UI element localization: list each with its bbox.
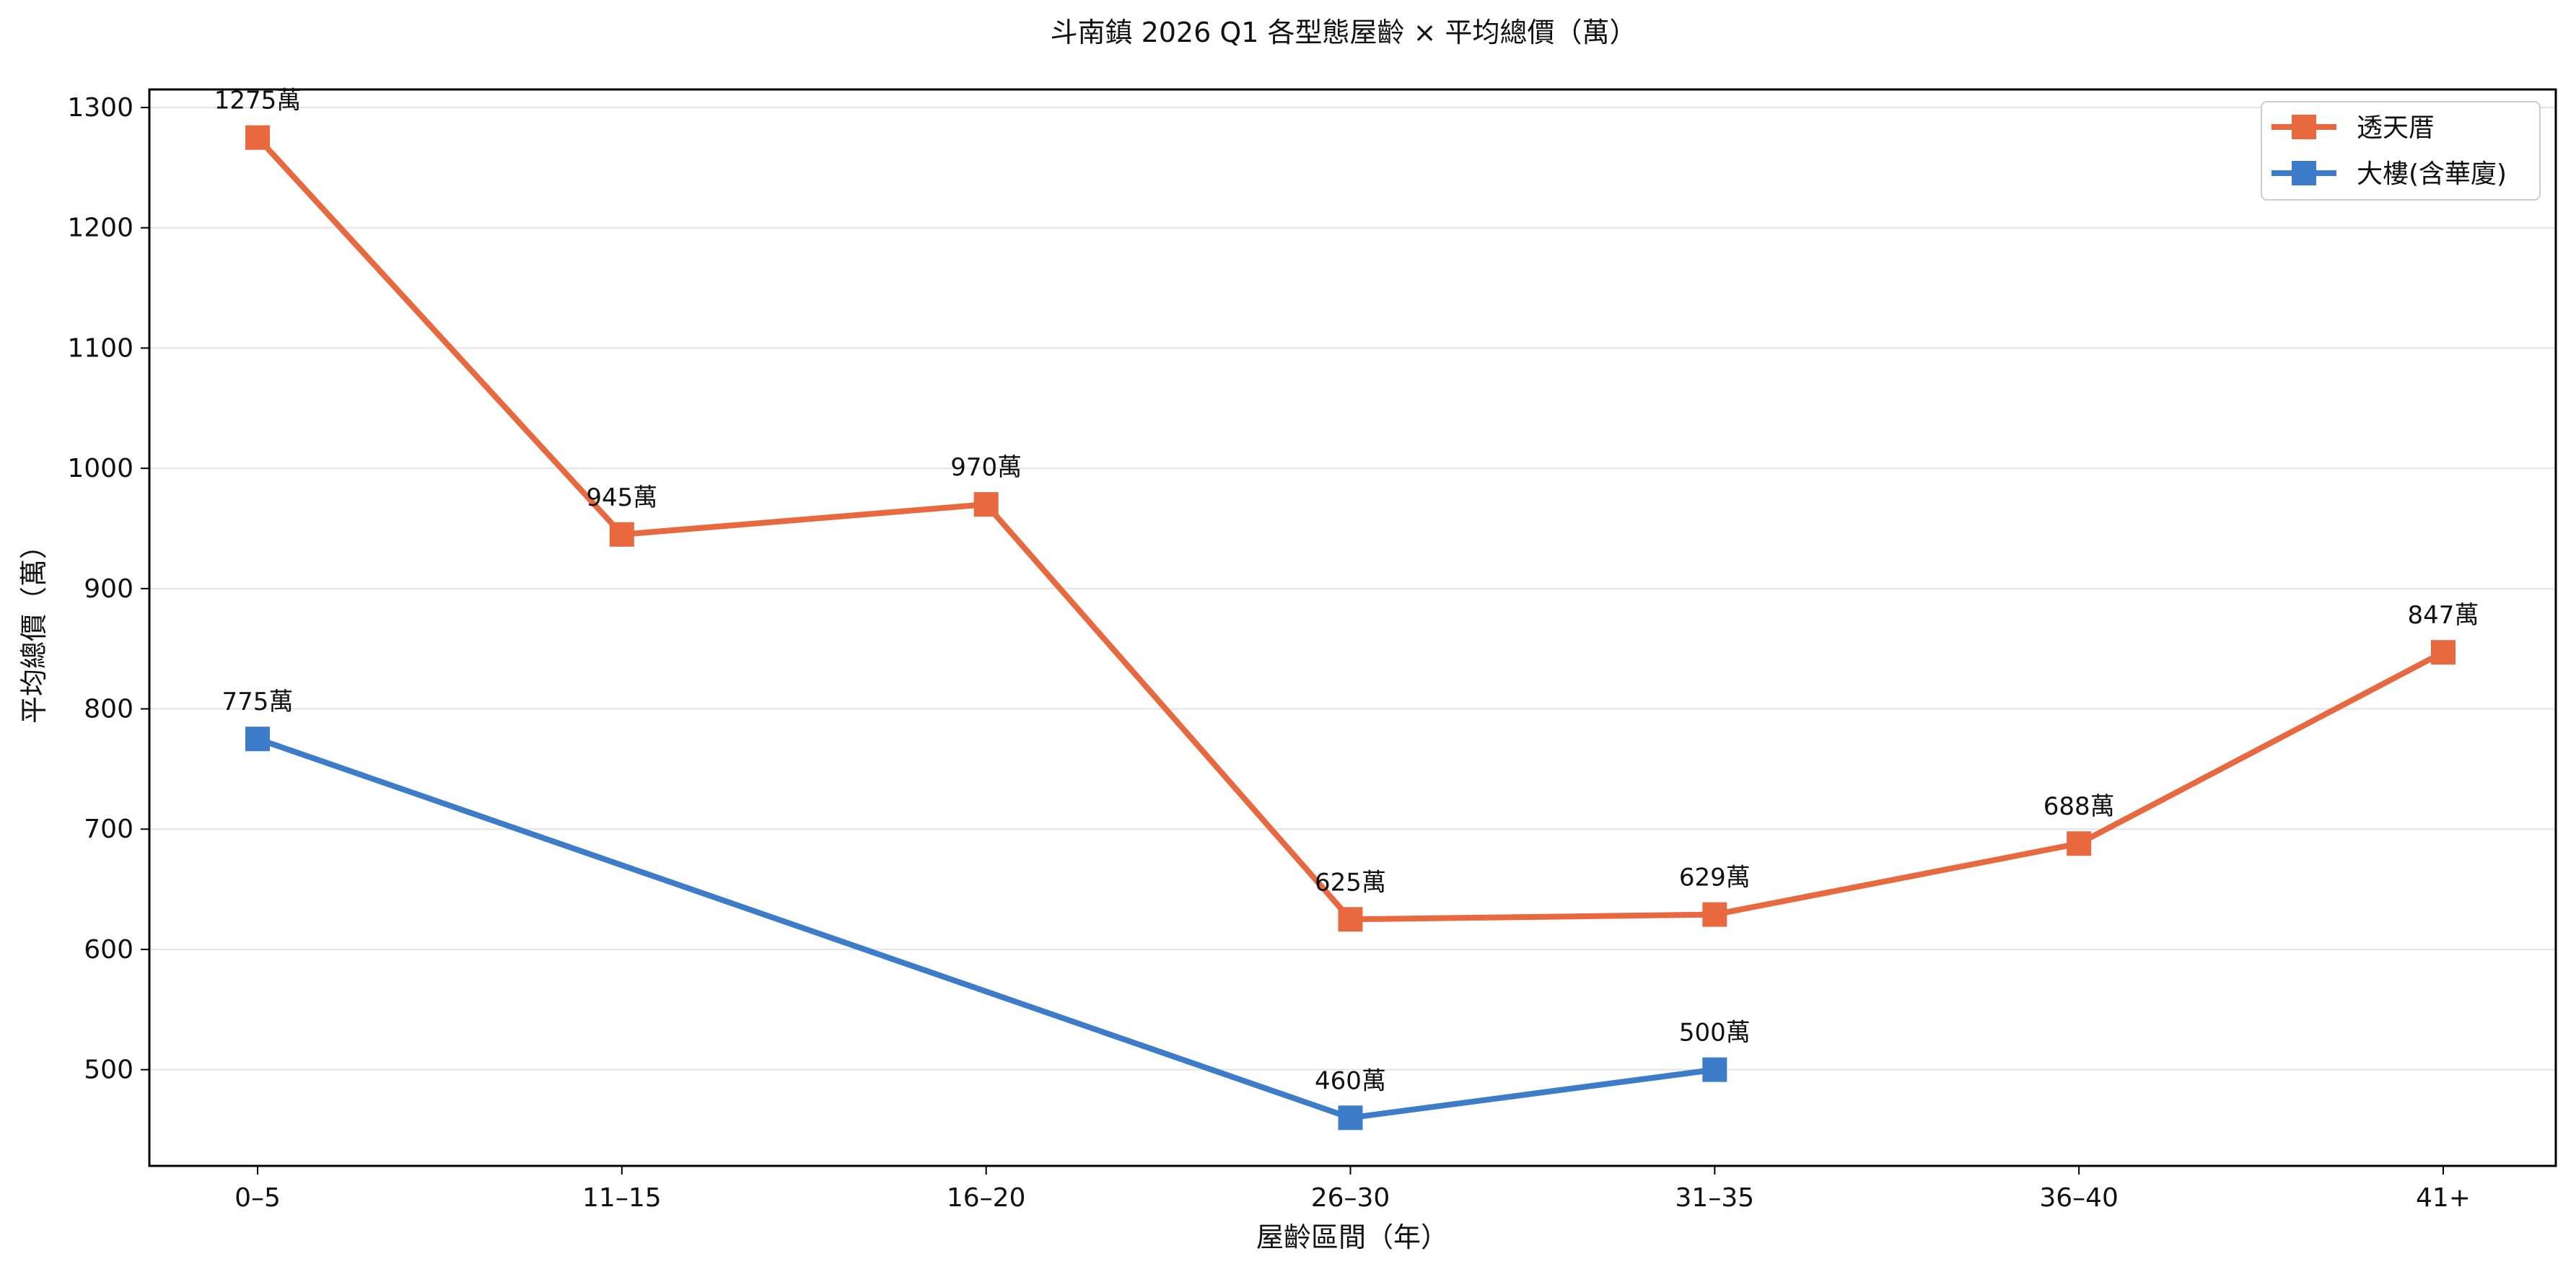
legend-marker [2292,161,2316,185]
data-point [1702,902,1727,927]
x-axis-ticks: 0–5 11–15 16–20 26–30 31–35 36–40 41+ [235,1166,2471,1213]
data-label: 460萬 [1315,1066,1386,1095]
y-tick-label: 500 [84,1056,133,1085]
data-label: 688萬 [2043,792,2115,821]
data-label: 1275萬 [214,87,302,115]
x-tick-label: 26–30 [1311,1183,1390,1213]
x-tick-label: 31–35 [1675,1183,1755,1213]
series-1: 1275萬 945萬 970萬 625萬 629萬 688萬 847萬 [214,87,2479,932]
y-tick-label: 800 [84,695,133,724]
y-tick-label: 900 [84,574,133,604]
data-label: 945萬 [586,483,657,512]
data-point [609,522,634,547]
data-point [973,492,999,517]
data-label: 500萬 [1679,1019,1751,1048]
data-point [1338,907,1363,932]
y-tick-label: 1100 [67,333,133,363]
data-label: 775萬 [222,688,294,716]
y-tick-label: 1300 [67,93,133,123]
y-tick-label: 1000 [67,454,133,483]
y-tick-label: 1200 [67,214,133,243]
chart-title: 斗南鎮 2026 Q1 各型態屋齡 × 平均總價（萬） [1050,17,1637,48]
data-point [1702,1057,1727,1082]
series-2: 775萬 460萬 500萬 [222,688,1751,1131]
x-tick-label: 0–5 [235,1183,281,1213]
legend-label: 大樓(含華廈) [2357,159,2507,189]
legend-label: 透天厝 [2357,113,2435,143]
x-tick-label: 11–15 [582,1183,662,1213]
series-layer: 1275萬 945萬 970萬 625萬 629萬 688萬 847萬 775萬 460萬 500… [214,87,2479,1131]
axes [148,88,2557,1167]
x-tick-label: 16–20 [947,1183,1026,1213]
data-label: 625萬 [1315,868,1386,897]
data-point [1338,1105,1363,1131]
x-axis-title: 屋齡區間（年） [1256,1221,1448,1253]
data-point [245,125,270,150]
grid-lines [149,107,2556,1071]
series-line [255,135,2445,923]
data-label: 970萬 [950,453,1022,482]
series-line [256,736,1715,1121]
y-axis-ticks: 500 600 700 800 900 1000 1100 1200 1300 [67,93,149,1085]
y-axis-title: 平均總價（萬） [18,532,50,724]
data-point [245,727,270,752]
data-point [2431,640,2455,665]
plot-frame [148,88,2557,1167]
y-tick-label: 700 [84,815,133,844]
data-point [2067,831,2092,856]
x-tick-label: 36–40 [2039,1183,2119,1213]
x-tick-label: 41+ [2416,1183,2471,1213]
data-label: 847萬 [2408,601,2479,630]
y-tick-label: 600 [84,935,133,965]
data-label: 629萬 [1679,864,1751,892]
legend-marker [2292,115,2316,139]
